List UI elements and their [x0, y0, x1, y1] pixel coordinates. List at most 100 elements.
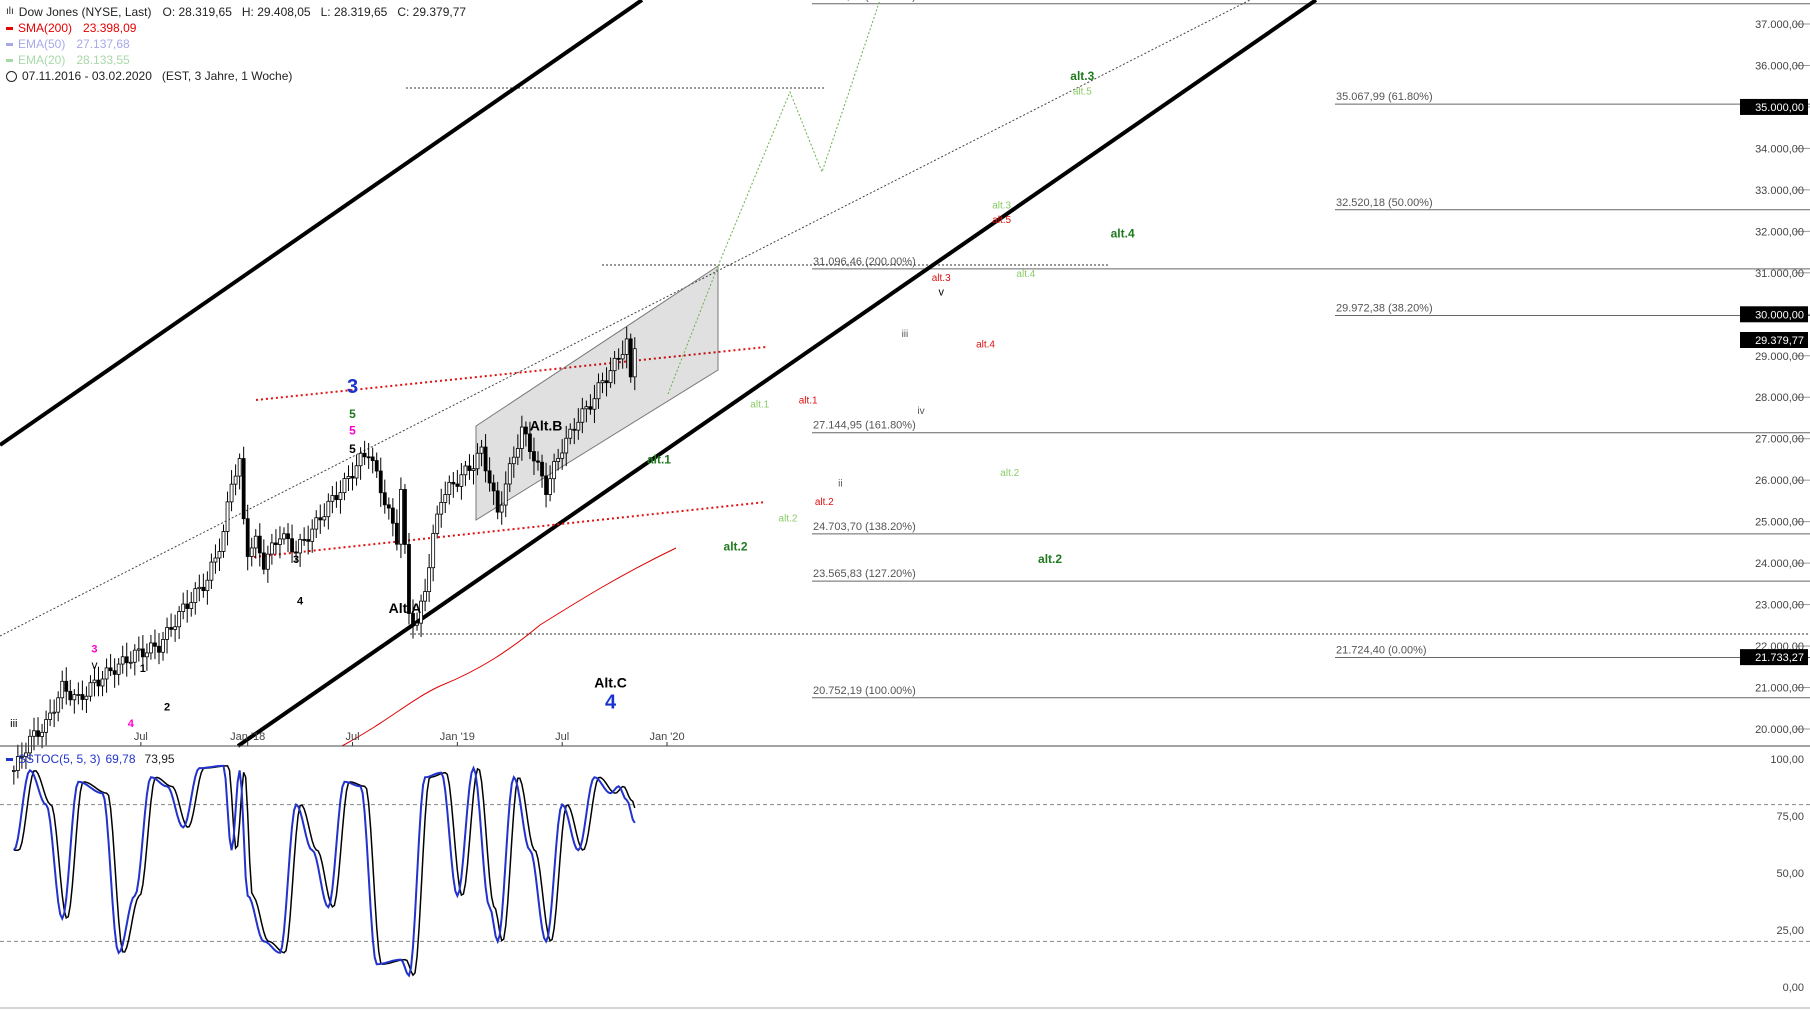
candle-body	[128, 661, 133, 664]
y-tick-label: 36.000,00	[1755, 60, 1804, 72]
wave-label: 5	[349, 424, 356, 438]
candle-body	[467, 465, 472, 471]
candle-body	[564, 437, 569, 454]
wave-label: 4	[128, 718, 135, 730]
wave-label: alt.2	[724, 540, 748, 554]
price-tag-label: 30.000,00	[1755, 309, 1804, 321]
indicator-swatch	[6, 58, 13, 62]
candle-body	[173, 626, 178, 630]
candle-body	[169, 627, 173, 630]
candle-body	[48, 712, 53, 720]
indicator-label: EMA(20)	[18, 53, 66, 67]
candle-body	[459, 474, 464, 487]
candle-body	[185, 603, 190, 609]
candle-body	[515, 448, 520, 458]
y-tick-label: 33.000,00	[1755, 185, 1804, 197]
candle-body	[209, 561, 214, 581]
candle-body	[64, 680, 69, 692]
candle-body	[499, 504, 504, 513]
candle-body	[269, 542, 274, 555]
price-tag	[1740, 98, 1808, 115]
price-tag	[1740, 649, 1808, 666]
legend-range-row: 07.11.2016 - 03.02.2020 (EST, 3 Jahre, 1…	[6, 68, 466, 84]
fib-label: 29.972,38 (38.20%)	[1336, 302, 1433, 314]
candle-body	[463, 465, 468, 476]
candle-body	[310, 528, 315, 542]
osc-axis-label: 25,00	[1776, 925, 1804, 937]
candle-body	[92, 679, 97, 684]
fib-label: 31.096,46 (200.00%)	[813, 256, 916, 268]
chart-type-icon: ılı	[6, 6, 14, 17]
upper-channel-line	[0, 0, 644, 447]
candle-body	[411, 613, 415, 626]
candle-body	[390, 507, 395, 524]
candle-body	[88, 682, 93, 697]
candle-body	[201, 586, 206, 592]
candle-body	[479, 446, 484, 454]
wave-label: 5	[349, 442, 356, 456]
wave-label: 4	[605, 691, 617, 713]
wave-label: Alt.A	[389, 600, 422, 616]
candle-body	[386, 504, 391, 509]
candle-body	[362, 452, 367, 458]
y-tick-label: 24.000,00	[1755, 558, 1804, 570]
candle-body	[136, 648, 141, 651]
candle-body	[165, 627, 169, 640]
wave-label: 3	[347, 376, 358, 398]
oscillator-label: SSTOC(5, 5, 3)	[18, 752, 101, 766]
candle-body	[604, 380, 609, 384]
wave-label: alt.2	[779, 514, 798, 525]
candle-body	[96, 679, 101, 687]
candle-body	[419, 600, 423, 624]
wave-label: alt.5	[1073, 87, 1092, 98]
wave-label: ii	[838, 478, 842, 489]
candle-body	[439, 501, 444, 515]
candle-body	[487, 470, 492, 484]
candle-body	[451, 481, 456, 485]
projection-green-2	[667, 265, 719, 395]
x-tick-label: Jul	[555, 731, 569, 743]
wave-label: 3	[91, 643, 97, 655]
y-tick-label: 25.000,00	[1755, 517, 1804, 529]
wave-label: Alt.B	[530, 417, 563, 433]
wave-label: alt.5	[992, 215, 1011, 226]
candle-body	[394, 522, 399, 545]
indicator-swatch	[6, 42, 13, 46]
wave-label: 1	[140, 663, 146, 675]
candle-body	[24, 752, 28, 757]
candle-body	[524, 426, 528, 435]
candle-body	[548, 478, 552, 495]
candle-body	[60, 680, 65, 699]
candle-body	[507, 463, 512, 485]
candle-body	[354, 465, 359, 479]
oscillator-swatch	[6, 757, 13, 761]
candle-body	[80, 694, 85, 700]
candle-body	[358, 452, 363, 467]
candle-body	[44, 719, 48, 733]
candle-body	[628, 338, 633, 378]
y-tick-label: 27.000,00	[1755, 434, 1804, 446]
candle-body	[11, 770, 16, 772]
candle-body	[302, 539, 307, 541]
candle-body	[52, 711, 57, 714]
candle-body	[568, 428, 573, 439]
candle-body	[100, 678, 105, 687]
osc-axis-label: 100,00	[1770, 754, 1804, 766]
y-tick-label: 37.000,00	[1755, 19, 1804, 31]
candle-body	[532, 451, 536, 462]
candle-body	[330, 495, 335, 502]
candle-body	[608, 370, 613, 384]
candle-body	[382, 492, 387, 506]
indicator-value: 28.133,55	[76, 53, 130, 67]
candle-body	[15, 756, 20, 771]
candle-body	[32, 730, 36, 737]
wave-label: alt.3	[992, 201, 1011, 212]
candle-body	[536, 460, 540, 463]
candle-body	[378, 470, 383, 494]
candle-body	[278, 538, 282, 545]
x-tick-label: Jan '20	[649, 731, 684, 743]
candle-body	[415, 622, 419, 626]
thin-trend-line	[0, 0, 1251, 637]
candle-body	[580, 408, 585, 423]
wave-label: alt.4	[1111, 227, 1135, 241]
